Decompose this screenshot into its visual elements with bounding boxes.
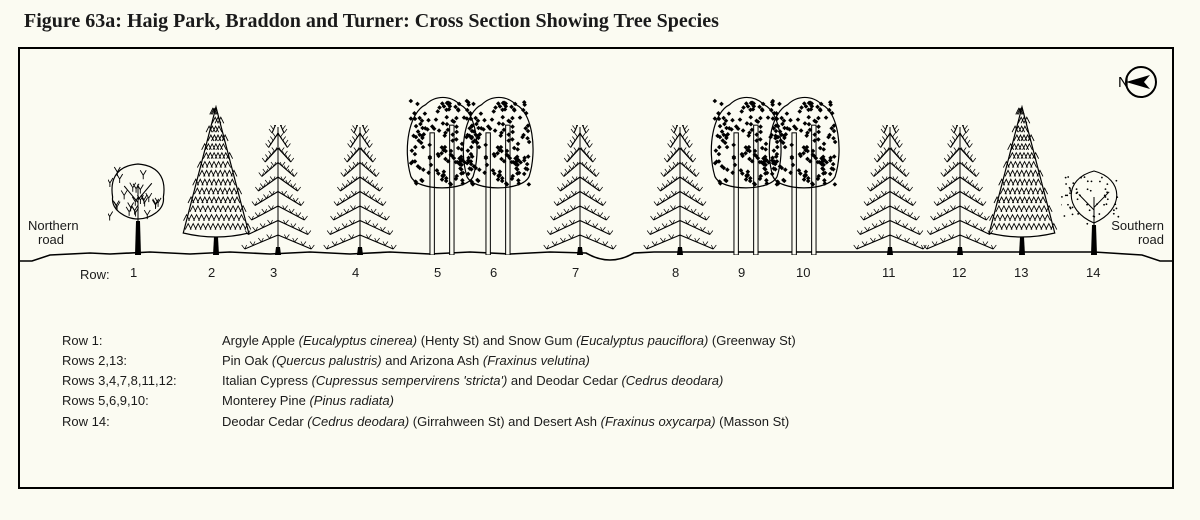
row-number: 5	[434, 265, 441, 280]
legend-value: Argyle Apple (Eucalyptus cinerea) (Henty…	[222, 333, 796, 348]
row-number: 13	[1014, 265, 1028, 280]
tree-row-4	[323, 125, 397, 255]
tree-row-1	[108, 160, 168, 255]
tree-row-6	[457, 95, 539, 255]
legend-row: Rows 3,4,7,8,11,12:Italian Cypress (Cupr…	[62, 371, 796, 391]
figure-title: Figure 63a: Haig Park, Braddon and Turne…	[24, 10, 1182, 33]
tree-row-10	[763, 95, 845, 255]
legend-key: Rows 5,6,9,10:	[62, 391, 222, 411]
row-number: 12	[952, 265, 966, 280]
legend-row: Rows 5,6,9,10:Monterey Pine (Pinus radia…	[62, 391, 796, 411]
legend-value: Deodar Cedar (Cedrus deodara) (Girrahwee…	[222, 414, 789, 429]
row-number: 2	[208, 265, 215, 280]
row-axis-label: Row:	[80, 267, 110, 282]
legend-row: Rows 2,13:Pin Oak (Quercus palustris) an…	[62, 351, 796, 371]
figure-panel: N Northern road Southern road 1234567891…	[18, 47, 1174, 489]
tree-row-3	[241, 125, 315, 255]
row-number: 3	[270, 265, 277, 280]
legend-row: Row 14:Deodar Cedar (Cedrus deodara) (Gi…	[62, 412, 796, 432]
tree-row-7	[543, 125, 617, 255]
row-number: 14	[1086, 265, 1100, 280]
row-number: 7	[572, 265, 579, 280]
legend-value: Pin Oak (Quercus palustris) and Arizona …	[222, 353, 590, 368]
cross-section-diagram: 1234567891011121314	[20, 49, 1172, 289]
row-number: 6	[490, 265, 497, 280]
tree-row-13	[983, 105, 1061, 255]
legend-key: Row 1:	[62, 331, 222, 351]
legend-key: Rows 3,4,7,8,11,12:	[62, 371, 222, 391]
row-number: 9	[738, 265, 745, 280]
species-legend: Row 1:Argyle Apple (Eucalyptus cinerea) …	[62, 331, 796, 432]
row-number: 10	[796, 265, 810, 280]
legend-value: Monterey Pine (Pinus radiata)	[222, 393, 394, 408]
row-number: 11	[882, 265, 896, 280]
legend-key: Rows 2,13:	[62, 351, 222, 371]
legend-key: Row 14:	[62, 412, 222, 432]
legend-value: Italian Cypress (Cupressus sempervirens …	[222, 373, 723, 388]
tree-row-14	[1061, 165, 1127, 255]
row-number: 1	[130, 265, 137, 280]
legend-row: Row 1:Argyle Apple (Eucalyptus cinerea) …	[62, 331, 796, 351]
row-number: 8	[672, 265, 679, 280]
row-number: 4	[352, 265, 359, 280]
tree-row-11	[853, 125, 927, 255]
